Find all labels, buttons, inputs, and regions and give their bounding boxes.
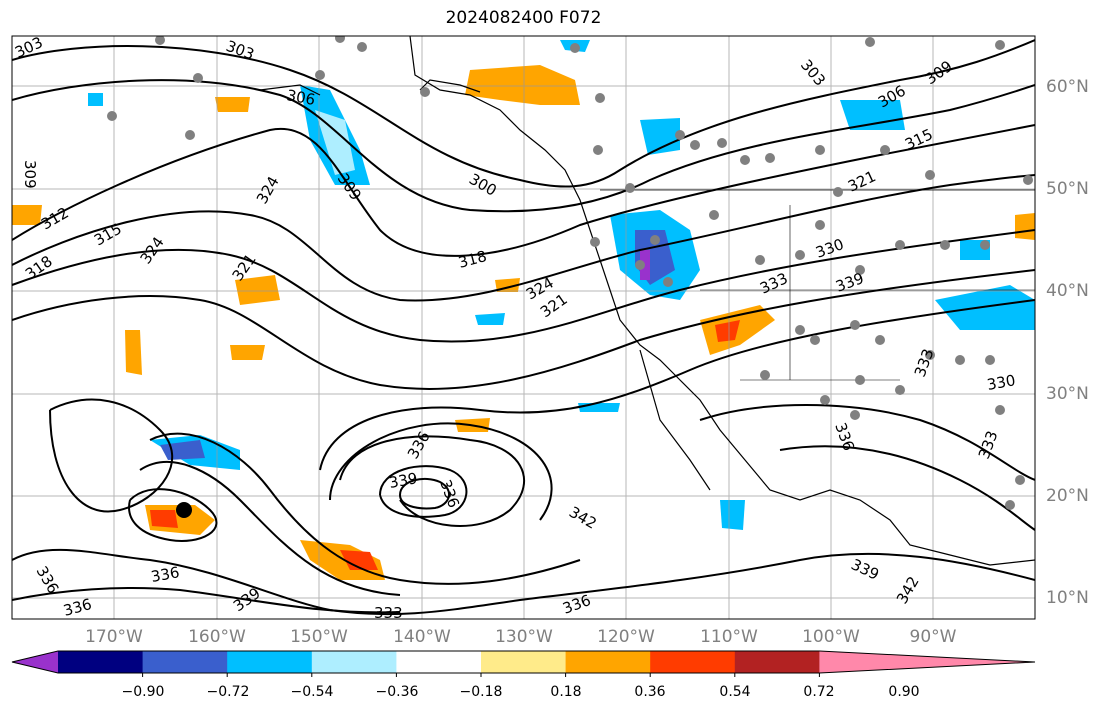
map-title: 2024082400 F072 xyxy=(445,8,602,28)
colorbar-tick-label: 0.54 xyxy=(719,684,751,700)
contour-label: 339 xyxy=(388,469,419,492)
colorbar-segment xyxy=(565,651,651,673)
longitude-label: 130°W xyxy=(495,627,553,647)
colorbar-segment xyxy=(734,651,820,673)
colorbar-tick-label: −0.72 xyxy=(206,684,250,700)
latitude-label: 30°N xyxy=(1046,384,1089,404)
contour-label: 330 xyxy=(986,371,1017,394)
longitude-label: 170°W xyxy=(85,627,143,647)
latitude-label: 40°N xyxy=(1046,281,1089,301)
colorbar-segment xyxy=(227,651,313,673)
colorbar-tick-label: 0.18 xyxy=(550,684,582,700)
contour-label: 336 xyxy=(61,595,93,620)
colorbar-segment xyxy=(311,651,397,673)
colorbar-segment xyxy=(142,651,228,673)
colorbar-segment xyxy=(58,651,144,673)
contour-label: 309 xyxy=(21,160,39,189)
latitude-label: 20°N xyxy=(1046,486,1089,506)
colorbar-tick-label: 0.72 xyxy=(803,684,835,700)
contour-label: 333 xyxy=(374,604,403,622)
colorbar-extend-low xyxy=(12,651,58,673)
latitude-label: 10°N xyxy=(1046,588,1089,608)
colorbar xyxy=(11,650,1036,677)
plot-frame xyxy=(11,35,1036,620)
colorbar-tick-label: 0.90 xyxy=(888,684,920,700)
colorbar-segment xyxy=(396,651,482,673)
latitude-label: 50°N xyxy=(1046,179,1089,199)
station-dots xyxy=(107,36,1033,510)
colorbar-segment xyxy=(650,651,736,673)
longitude-label: 100°W xyxy=(802,627,860,647)
latitude-label: 60°N xyxy=(1046,77,1089,97)
colorbar-extend-high xyxy=(819,651,1035,673)
colorbar-tick-label: −0.54 xyxy=(290,684,334,700)
longitude-label: 120°W xyxy=(597,627,655,647)
storm-center-marker xyxy=(176,502,192,518)
contour-label: 336 xyxy=(150,563,181,586)
longitude-label: 90°W xyxy=(909,627,957,647)
colorbar-tick-label: −0.18 xyxy=(459,684,503,700)
colorbar-tick-label: −0.90 xyxy=(121,684,165,700)
colorbar-segment xyxy=(481,651,567,673)
longitude-label: 160°W xyxy=(188,627,246,647)
colorbar-tick-label: 0.36 xyxy=(634,684,666,700)
coastlines xyxy=(259,36,1035,566)
contour-label: 306 xyxy=(285,86,316,109)
longitude-label: 150°W xyxy=(290,627,348,647)
longitude-label: 110°W xyxy=(700,627,758,647)
longitude-label: 140°W xyxy=(393,627,451,647)
colorbar-tick-label: −0.36 xyxy=(375,684,419,700)
colorbar-outline xyxy=(11,650,1036,674)
